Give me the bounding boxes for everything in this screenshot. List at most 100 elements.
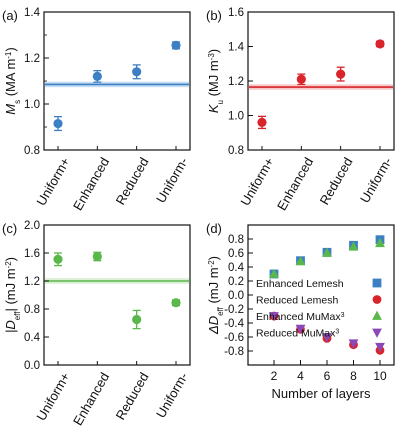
y-tick-label: 0.8 <box>228 234 244 246</box>
legend-superscript: 3 <box>335 328 339 335</box>
y-tick-label: 1.2 <box>228 76 244 88</box>
y-tick-label: -0.4 <box>224 318 244 330</box>
data-point <box>257 117 267 127</box>
y-tick-label: 1.6 <box>228 7 244 19</box>
x-tick-label: 6 <box>324 369 331 383</box>
legend-name: Reduced Lemesh <box>256 295 338 307</box>
y-label-superscript: -2 <box>207 260 216 268</box>
panel-label: (c) <box>2 221 17 236</box>
data-point <box>375 39 385 49</box>
x-category-label: Uniform- <box>357 155 395 206</box>
x-category-label: Uniform- <box>153 370 191 421</box>
data-point-triangle-up <box>348 241 359 251</box>
y-tick-label: -0.2 <box>224 304 244 316</box>
data-point <box>53 118 63 129</box>
y-tick-label: 1.0 <box>228 111 244 123</box>
y-label-close: ) <box>206 49 221 53</box>
legend-name: Enhanced Lemesh <box>256 278 344 290</box>
y-label-superscript: -3 <box>207 53 216 61</box>
data-point-triangle-down <box>269 312 279 322</box>
panel-label: (a) <box>2 8 18 23</box>
x-axis-label: Number of layers <box>272 386 371 401</box>
y-tick-label: 0.8 <box>24 304 40 316</box>
data-point-triangle-up <box>375 237 385 248</box>
y-axis-label: |Deff| (mJ m-2) <box>3 257 22 333</box>
y-tick-label: 1.2 <box>24 276 40 288</box>
y-tick-label: 0.0 <box>24 360 40 372</box>
y-label-unit: (MA m <box>3 59 18 100</box>
legend-superscript: 3 <box>341 312 345 319</box>
x-tick-label: 10 <box>373 369 387 383</box>
data-point-triangle-down <box>348 339 359 349</box>
data-point <box>132 67 142 77</box>
y-label-subscript: eff <box>13 311 22 321</box>
y-tick-label: -0.6 <box>224 332 244 344</box>
y-label-close: ) <box>3 47 18 51</box>
y-tick-label: 1.4 <box>24 7 41 19</box>
y-label-close: ) <box>3 257 18 261</box>
y-label-symbol: |D <box>3 320 18 333</box>
y-label-unit: (MJ m <box>206 60 221 100</box>
y-tick-label: 0.4 <box>228 262 245 274</box>
x-category-label: Uniform+ <box>33 370 73 423</box>
data-point <box>336 69 346 79</box>
data-point-triangle-down <box>322 333 332 343</box>
x-category-label: Enhanced <box>274 155 316 213</box>
x-category-label: Uniform+ <box>33 155 73 208</box>
data-point <box>92 71 102 81</box>
y-tick-label: 0.4 <box>24 332 41 344</box>
x-category-label: Enhanced <box>70 370 112 428</box>
y-axis-label: ΔDeff (mJ m-2) <box>206 256 225 335</box>
y-label-subscript: u <box>216 100 225 104</box>
data-point-circle <box>372 295 382 304</box>
y-label-superscript: -2 <box>4 261 13 269</box>
x-category-label: Reduced <box>113 370 152 423</box>
plot-frame <box>43 11 191 151</box>
y-tick-label: 0.8 <box>228 145 244 157</box>
x-tick-label: 2 <box>271 369 278 383</box>
y-label-symbol: K <box>206 103 221 113</box>
y-axis-label: Ku (MJ m-3) <box>206 49 225 113</box>
data-point-triangle-up <box>322 247 332 257</box>
y-label-unit: | (mJ m <box>3 268 18 311</box>
legend-name: Enhanced MuMax <box>256 311 341 323</box>
x-tick-label: 4 <box>297 369 304 383</box>
y-tick-label: 2.0 <box>24 220 40 232</box>
y-tick-label: 0.8 <box>24 145 40 157</box>
data-point-triangle-down <box>375 342 385 353</box>
x-category-label: Enhanced <box>70 155 112 213</box>
data-point-triangle-up <box>372 310 382 320</box>
y-tick-label: -0.8 <box>224 346 244 358</box>
legend-label: Enhanced MuMax3 <box>256 311 345 323</box>
legend-name: Reduced MuMax <box>256 328 336 340</box>
x-category-label: Uniform- <box>153 155 191 206</box>
data-point <box>171 298 181 308</box>
y-tick-label: 1.6 <box>24 248 40 260</box>
data-point-triangle-up <box>269 268 279 278</box>
plot-frame <box>43 224 191 366</box>
panel-label: (b) <box>206 8 222 23</box>
data-point <box>132 314 142 325</box>
y-tick-label: 1.0 <box>24 99 40 111</box>
y-tick-label: 1.2 <box>24 53 40 65</box>
panel-label: (d) <box>206 221 222 236</box>
y-label-subscript: eff <box>216 306 225 316</box>
y-label-symbol: M <box>3 104 18 115</box>
y-tick-label: 0.0 <box>228 290 244 302</box>
plot-frame <box>247 11 395 151</box>
x-category-label: Reduced <box>317 155 356 208</box>
y-label-symbol: ΔD <box>206 316 221 335</box>
y-tick-label: 0.2 <box>228 276 244 288</box>
legend-label: Reduced MuMax3 <box>256 328 339 340</box>
y-label-superscript: -1 <box>4 51 13 59</box>
data-point <box>171 40 181 50</box>
data-point-triangle-up <box>295 256 306 266</box>
y-label-close: ) <box>206 256 221 260</box>
data-point-triangle-down <box>372 328 382 338</box>
x-category-label: Uniform+ <box>237 155 277 208</box>
y-tick-label: 1.4 <box>228 42 245 54</box>
x-category-label: Reduced <box>113 155 152 208</box>
y-axis-label: Ms (MA m-1) <box>3 47 22 114</box>
y-label-unit: (mJ m <box>206 267 221 307</box>
